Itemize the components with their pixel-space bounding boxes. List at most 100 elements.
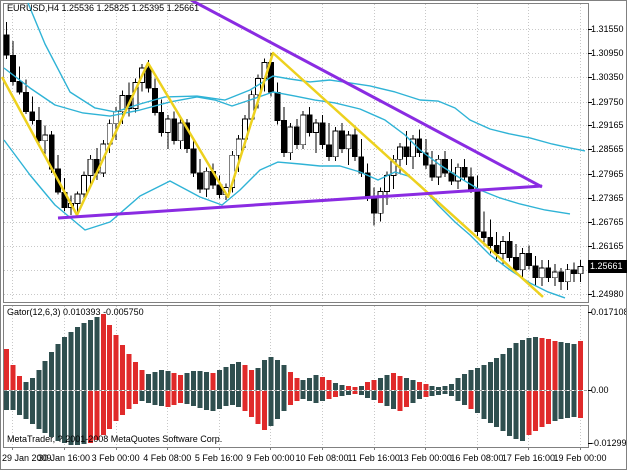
chart-title: EURUSD,H4 1.25536 1.25825 1.25395 1.2566…	[7, 3, 200, 13]
gator-bar-up	[152, 372, 158, 390]
candle	[338, 130, 345, 150]
gator-bar-up	[81, 323, 87, 390]
candle	[184, 122, 191, 150]
gator-bar-down	[107, 391, 113, 429]
gator-bar-down	[74, 391, 80, 445]
gator-bar-down	[216, 391, 222, 409]
gator-bar-up	[365, 382, 371, 390]
bollinger-middle-band	[3, 67, 571, 215]
gator-bar-up	[455, 377, 461, 390]
gator-bar-down	[513, 391, 519, 439]
copyright-text: MetaTrader, ? 2001-2008 MetaQuotes Softw…	[7, 434, 223, 444]
gator-bar-down	[423, 391, 429, 398]
candle	[461, 166, 468, 178]
gator-bar-up	[197, 370, 203, 390]
gator-bar-down	[487, 391, 493, 424]
gator-bar-down	[442, 391, 448, 395]
gator-bar-up	[313, 374, 319, 390]
gator-bar-down	[365, 391, 371, 398]
price-axis-label: 1.30950	[591, 48, 624, 58]
indicator-axis-label: 0.00	[591, 385, 609, 395]
gator-bar-down	[358, 391, 364, 395]
candle	[526, 253, 532, 267]
gator-bar-down	[4, 391, 9, 411]
gator-bar-up	[552, 340, 558, 390]
gator-bar-up	[378, 377, 384, 390]
candle	[119, 95, 126, 113]
candle	[487, 237, 494, 246]
gator-bar-up	[352, 386, 358, 390]
candle	[326, 144, 332, 158]
candles-group	[3, 22, 584, 290]
candle	[35, 120, 42, 142]
candle	[545, 267, 552, 279]
candle	[519, 253, 526, 271]
gator-bar-up	[500, 353, 506, 390]
gator-bar-up	[203, 372, 209, 390]
bollinger-upper-band	[27, 2, 586, 152]
price-axis-label: 1.26165	[591, 241, 624, 251]
gator-bar-up	[274, 360, 280, 390]
gator-bar-up	[145, 373, 151, 390]
candle	[87, 158, 94, 176]
candle	[216, 184, 223, 196]
bollinger-lower-band	[3, 139, 566, 299]
gator-bar-up	[126, 353, 132, 390]
gator-bar-down	[578, 391, 584, 418]
candle	[113, 111, 120, 125]
gator-bar-down	[178, 391, 184, 404]
gator-bar-up	[249, 370, 255, 390]
gator-bar-down	[461, 391, 467, 405]
candle	[390, 158, 397, 176]
gator-bar-down	[494, 391, 500, 428]
gator-bar-up	[223, 366, 229, 390]
gator-bar-up	[74, 326, 80, 390]
candle	[3, 34, 10, 56]
gator-bar-up	[442, 386, 448, 390]
candle	[177, 122, 184, 142]
candle	[435, 158, 442, 178]
gator-bar-down	[332, 391, 338, 398]
gator-bar-down	[55, 391, 61, 441]
gator-bar-up	[339, 384, 345, 390]
candle	[203, 170, 210, 190]
gator-bar-up	[345, 386, 351, 390]
gator-bar-down	[42, 391, 48, 434]
gator-bar-down	[94, 391, 100, 441]
gator-bar-up	[391, 373, 396, 390]
candle	[571, 269, 577, 275]
candle	[313, 122, 320, 134]
gator-bar-down	[87, 391, 93, 444]
gator-bar-down	[158, 391, 164, 407]
gator-bar-down	[520, 391, 525, 441]
candle	[351, 134, 358, 158]
gator-bar-down	[339, 391, 345, 397]
gator-bar-up	[210, 373, 216, 390]
descending-trendline	[190, 0, 543, 189]
gator-bar-up	[184, 373, 190, 390]
gator-bar-down	[113, 391, 119, 421]
candle	[10, 54, 16, 82]
gator-bar-down	[68, 391, 74, 445]
gator-bar-down	[262, 391, 267, 431]
gator-bar-up	[545, 339, 551, 390]
price-axis-label: 1.26765	[591, 217, 624, 227]
gator-bar-down	[455, 391, 461, 401]
gator-bar-down	[242, 391, 248, 411]
candle	[332, 130, 339, 158]
gator-bar-down	[287, 391, 293, 405]
gator-bar-down	[545, 391, 551, 425]
gator-bar-up	[216, 370, 222, 390]
gator-bar-down	[268, 391, 274, 426]
candle	[280, 120, 287, 154]
gator-histogram	[4, 313, 584, 445]
gator-bar-down	[571, 391, 577, 418]
gator-bar-up	[113, 334, 119, 390]
gator-bar-up	[23, 382, 29, 390]
gator-bar-up	[294, 377, 300, 390]
gator-bar-up	[397, 376, 403, 390]
zigzag-line	[0, 51, 544, 298]
time-axis-label: 30 Jan 16:00	[38, 453, 90, 463]
gator-bar-down	[236, 391, 242, 408]
